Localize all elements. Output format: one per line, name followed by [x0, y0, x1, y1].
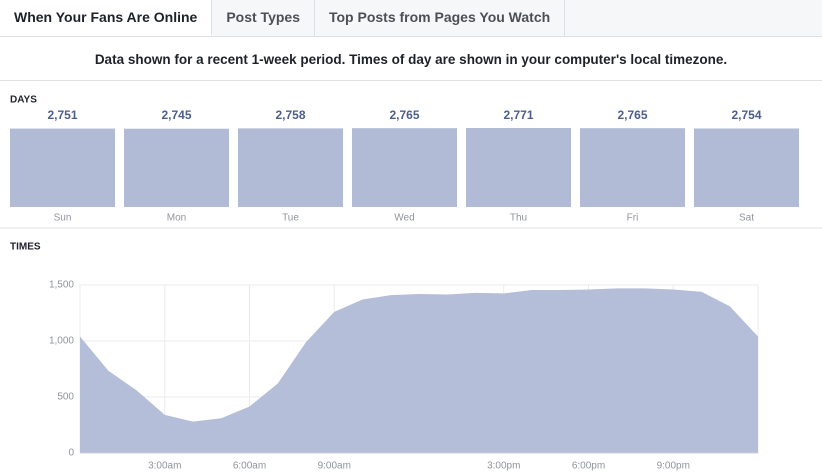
section-label: DAYS — [10, 95, 37, 106]
day-label: Sun — [54, 213, 72, 224]
x-tick-label: 9:00pm — [657, 461, 690, 472]
x-tick-label: 9:00am — [318, 461, 351, 472]
y-tick-label: 1,000 — [49, 336, 74, 347]
notice: Data shown for a recent 1-week period. T… — [0, 37, 822, 81]
y-tick-label: 1,500 — [49, 280, 74, 291]
bar — [10, 128, 115, 207]
bar-value: 2,758 — [275, 108, 305, 122]
bar — [694, 128, 799, 207]
bar — [352, 128, 457, 207]
area — [80, 288, 758, 453]
charts: DAYS TIMES 2,751 Sun 2,745 Mon 2,758 Tue 2,765… — [0, 95, 822, 472]
x-tick-label: 3:00am — [148, 461, 181, 472]
tab[interactable]: When Your Fans Are Online — [0, 0, 213, 36]
y-tick-label: 500 — [57, 392, 74, 403]
section-label: TIMES — [10, 242, 41, 253]
bar-value: 2,754 — [731, 108, 761, 122]
day-label: Sat — [739, 213, 754, 224]
bar-value: 2,771 — [503, 108, 533, 122]
bar — [238, 128, 343, 207]
bar — [466, 128, 571, 207]
bar-value: 2,765 — [617, 108, 647, 122]
tab[interactable]: Top Posts from Pages You Watch — [315, 0, 566, 36]
bar-value: 2,765 — [389, 108, 419, 122]
tab[interactable]: Post Types — [212, 0, 315, 36]
bar — [124, 128, 229, 207]
x-tick-label: 6:00pm — [572, 461, 605, 472]
tab-bar: When Your Fans Are Online Post Types Top P… — [0, 0, 822, 37]
y-tick-label: 0 — [68, 448, 74, 459]
day-label: Wed — [394, 213, 414, 224]
day-label: Tue — [282, 213, 299, 224]
bar-value: 2,751 — [47, 108, 77, 122]
x-tick-label: 3:00pm — [487, 461, 520, 472]
day-label: Fri — [627, 213, 639, 224]
day-label: Thu — [510, 213, 527, 224]
x-tick-label: 6:00am — [233, 461, 266, 472]
bar — [580, 128, 685, 207]
bar-value: 2,745 — [161, 108, 191, 122]
day-label: Mon — [167, 213, 186, 224]
